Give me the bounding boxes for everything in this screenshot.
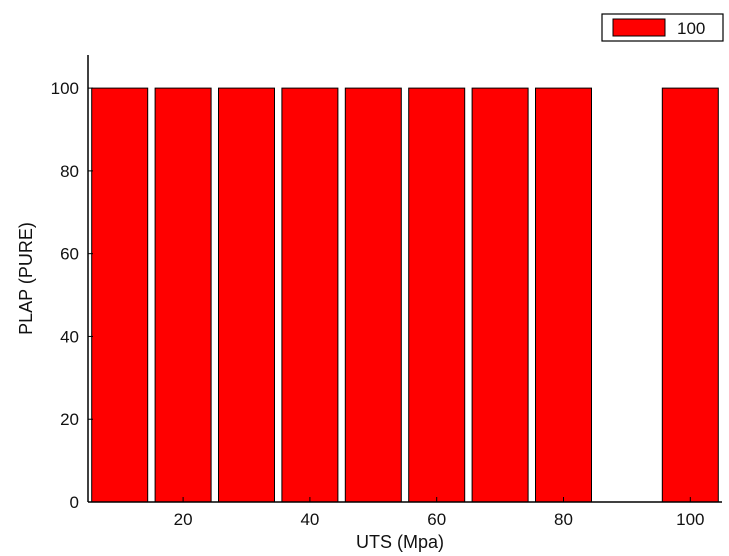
x-axis-title: UTS (Mpa) bbox=[356, 532, 444, 552]
y-tick-label-0: 0 bbox=[70, 493, 79, 512]
bar-50 bbox=[344, 87, 402, 503]
x-tick-label-80: 80 bbox=[554, 510, 573, 529]
y-tick-label-20: 20 bbox=[60, 410, 79, 429]
bar-100 bbox=[661, 87, 719, 503]
x-tick-label-20: 20 bbox=[174, 510, 193, 529]
bar-60 bbox=[408, 87, 466, 503]
y-tick-label-100: 100 bbox=[51, 79, 79, 98]
legend-swatch bbox=[612, 18, 666, 37]
y-axis-title: PLAP (PURE) bbox=[16, 222, 36, 335]
y-tick-label-40: 40 bbox=[60, 327, 79, 346]
bar-40 bbox=[281, 87, 339, 503]
x-tick-label-40: 40 bbox=[300, 510, 319, 529]
legend: 100 bbox=[601, 13, 724, 42]
y-tick-label-60: 60 bbox=[60, 245, 79, 264]
legend-label: 100 bbox=[677, 19, 705, 38]
bar-10 bbox=[91, 87, 149, 503]
x-tick-label-60: 60 bbox=[427, 510, 446, 529]
x-ticks: 20 40 60 80 100 bbox=[174, 497, 704, 529]
bar-70 bbox=[471, 87, 529, 503]
x-tick-label-100: 100 bbox=[676, 510, 704, 529]
bars-group bbox=[91, 87, 719, 503]
bar-80 bbox=[535, 87, 592, 503]
bar-20 bbox=[154, 87, 212, 503]
y-ticks: 0 20 40 60 80 100 bbox=[51, 79, 93, 512]
y-tick-label-80: 80 bbox=[60, 162, 79, 181]
bar-30 bbox=[218, 87, 275, 503]
